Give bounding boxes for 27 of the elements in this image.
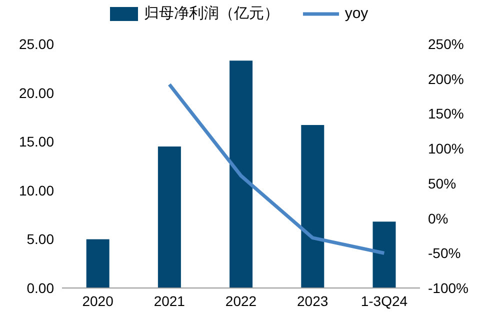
y2-tick-label: 250% bbox=[428, 36, 464, 52]
x-tick-label: 2021 bbox=[154, 292, 186, 309]
bar bbox=[301, 125, 324, 288]
legend-label: 归母净利润（亿元） bbox=[144, 4, 279, 23]
y2-tick-label: 150% bbox=[428, 106, 464, 122]
x-tick-label: 2020 bbox=[82, 292, 114, 309]
line-series bbox=[168, 82, 386, 255]
y2-tick-label: 50% bbox=[428, 175, 456, 192]
y2-tick-label: 100% bbox=[428, 140, 464, 157]
bar bbox=[158, 146, 181, 288]
bar bbox=[230, 60, 253, 288]
y2-tick-label: -50% bbox=[428, 245, 461, 262]
x-tick-label: 1-3Q24 bbox=[360, 292, 408, 309]
y2-tick-label: -100% bbox=[428, 280, 468, 296]
y-tick-label: 5.00 bbox=[26, 231, 54, 248]
x-tick-label: 2022 bbox=[225, 292, 257, 309]
x-tick-label: 2023 bbox=[297, 292, 328, 309]
y2-tick-label: 0% bbox=[428, 210, 448, 226]
y-tick-label: 10.00 bbox=[18, 182, 54, 198]
y-tick-label: 0.00 bbox=[26, 280, 54, 296]
bar bbox=[372, 222, 396, 288]
y-tick-label: 20.00 bbox=[18, 84, 54, 101]
bar bbox=[86, 239, 110, 288]
y-tick-label: 15.00 bbox=[18, 134, 54, 150]
y-tick-label: 25.00 bbox=[18, 36, 54, 52]
legend-label: yoy bbox=[344, 5, 368, 22]
y2-tick-label: 200% bbox=[428, 70, 464, 87]
